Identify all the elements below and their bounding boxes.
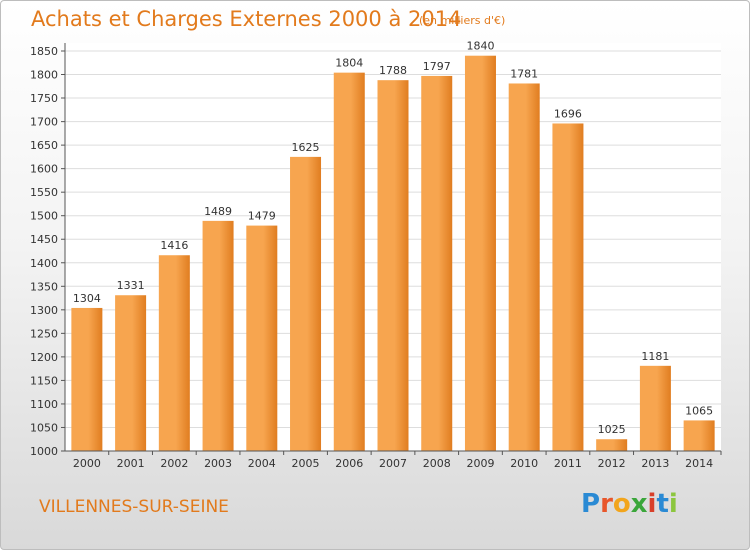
- x-tick-label-2012: 2012: [598, 457, 626, 470]
- bar-2014: [683, 420, 715, 451]
- y-tick-label: 1350: [30, 280, 58, 293]
- data-label-2007: 1788: [379, 64, 407, 77]
- x-tick-label-2014: 2014: [685, 457, 713, 470]
- y-tick-label: 1400: [30, 257, 58, 270]
- bar-2002: [158, 255, 190, 451]
- y-tick-label: 1300: [30, 304, 58, 317]
- data-label-2005: 1625: [292, 141, 320, 154]
- data-label-2008: 1797: [423, 60, 451, 73]
- y-tick-label: 1050: [30, 421, 58, 434]
- x-tick-label-2006: 2006: [335, 457, 363, 470]
- data-label-2012: 1025: [598, 423, 626, 436]
- chart-title: Achats et Charges Externes 2000 à 2014: [31, 7, 462, 31]
- data-label-2009: 1840: [466, 40, 494, 53]
- bar-2010: [508, 83, 540, 452]
- x-tick-label-2008: 2008: [423, 457, 451, 470]
- bar-2001: [115, 295, 147, 451]
- chart-unit: (en milliers d'€): [419, 14, 506, 27]
- data-label-2006: 1804: [335, 57, 363, 70]
- data-label-2004: 1479: [248, 210, 276, 223]
- commune-name: VILLENNES-SUR-SEINE: [39, 497, 229, 517]
- bar-2004: [246, 225, 278, 451]
- data-label-2001: 1331: [117, 279, 145, 292]
- x-tick-label-2002: 2002: [160, 457, 188, 470]
- data-label-2011: 1696: [554, 107, 582, 120]
- bar-2011: [552, 123, 584, 452]
- bar-2007: [377, 80, 409, 452]
- bar-2013: [639, 365, 671, 451]
- bar-2012: [596, 439, 628, 451]
- x-tick-label-2005: 2005: [292, 457, 320, 470]
- y-tick-label: 1650: [30, 139, 58, 152]
- y-tick-label: 1450: [30, 233, 58, 246]
- y-tick-label: 1550: [30, 186, 58, 199]
- y-tick-label: 1200: [30, 351, 58, 364]
- x-tick-label-2011: 2011: [554, 457, 582, 470]
- x-tick-label-2000: 2000: [73, 457, 101, 470]
- proxiti-logo: Proxiti: [581, 489, 678, 519]
- data-label-2010: 1781: [510, 67, 538, 80]
- bar-2003: [202, 220, 234, 451]
- y-tick-label: 1100: [30, 398, 58, 411]
- bar-2000: [71, 307, 103, 451]
- y-tick-label: 1800: [30, 69, 58, 82]
- bar-2009: [464, 55, 496, 452]
- x-tick-label-2013: 2013: [641, 457, 669, 470]
- y-tick-label: 1750: [30, 92, 58, 105]
- x-tick-label-2010: 2010: [510, 457, 538, 470]
- bar-2005: [290, 156, 322, 451]
- y-tick-label: 1150: [30, 374, 58, 387]
- data-label-2014: 1065: [685, 404, 713, 417]
- x-tick-label-2007: 2007: [379, 457, 407, 470]
- data-label-2002: 1416: [160, 239, 188, 252]
- data-label-2000: 1304: [73, 292, 101, 305]
- y-tick-label: 1700: [30, 116, 58, 129]
- x-tick-label-2009: 2009: [466, 457, 494, 470]
- x-tick-label-2001: 2001: [117, 457, 145, 470]
- x-tick-label-2004: 2004: [248, 457, 276, 470]
- bar-2008: [421, 75, 453, 452]
- y-tick-label: 1250: [30, 327, 58, 340]
- y-tick-label: 1850: [30, 45, 58, 58]
- data-label-2003: 1489: [204, 205, 232, 218]
- y-tick-label: 1000: [30, 445, 58, 458]
- bar-2006: [333, 72, 365, 451]
- data-label-2013: 1181: [641, 350, 669, 363]
- y-tick-label: 1500: [30, 210, 58, 223]
- y-tick-label: 1600: [30, 163, 58, 176]
- x-tick-label-2003: 2003: [204, 457, 232, 470]
